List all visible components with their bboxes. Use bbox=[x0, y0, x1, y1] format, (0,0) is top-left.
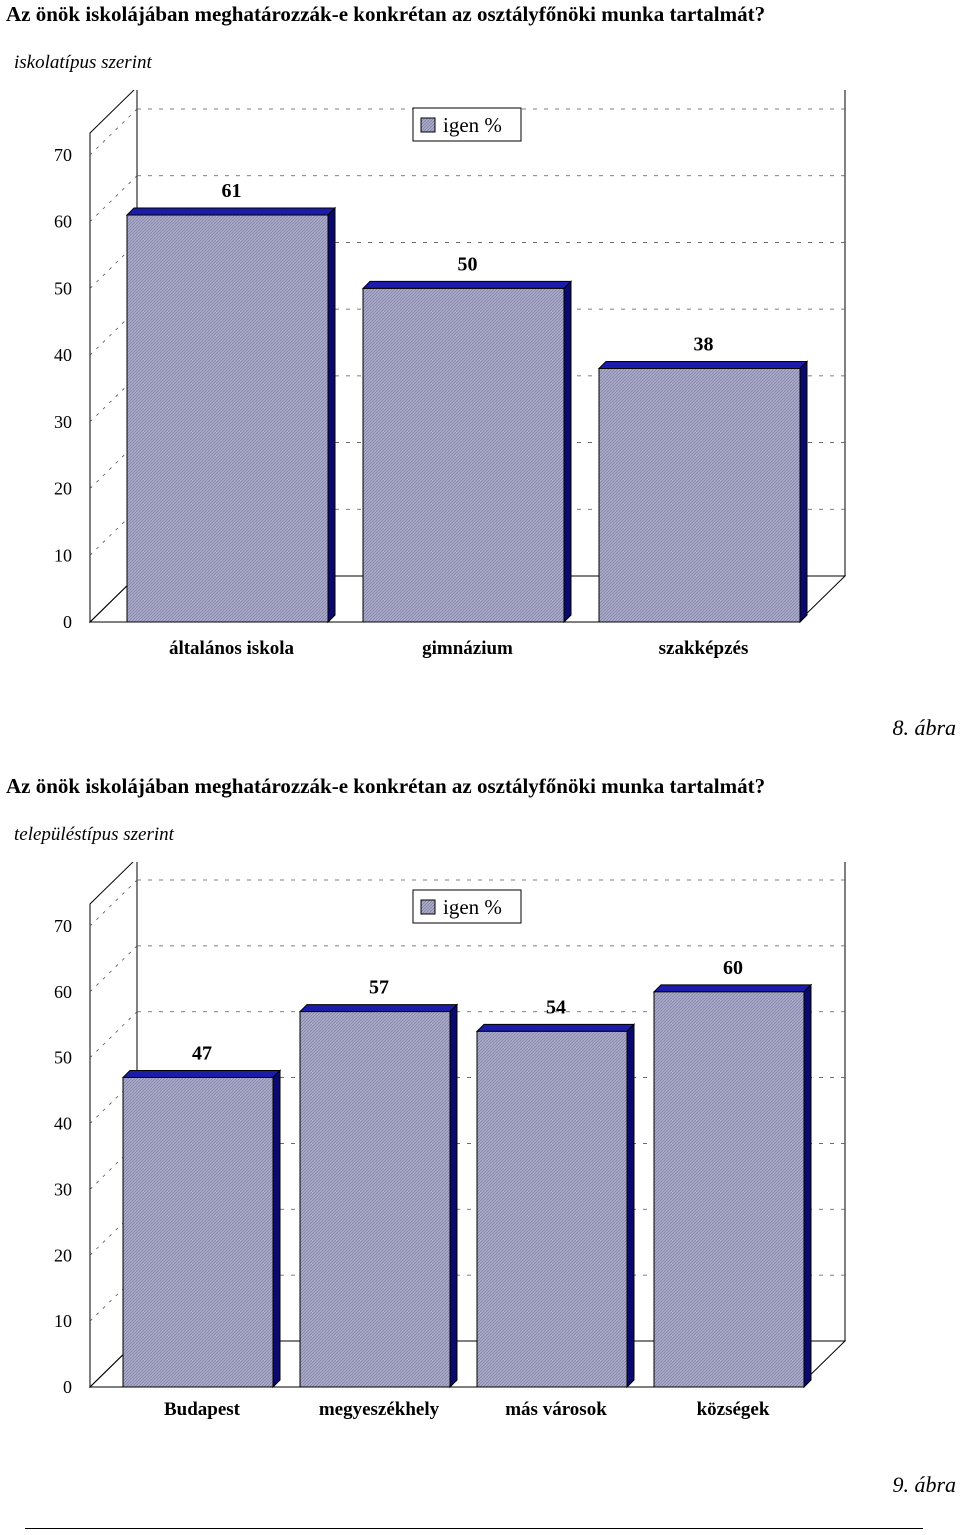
data-label: 50 bbox=[458, 253, 478, 275]
bar-top bbox=[652, 984, 813, 993]
bar bbox=[121, 1069, 282, 1389]
bar-top bbox=[298, 1004, 459, 1013]
y-tick-label: 70 bbox=[54, 916, 72, 936]
y-tick-label: 30 bbox=[54, 1179, 72, 1199]
chart2-svg: 0 10 20 30 40 50 60 70 47 Budapest 57 megyeszékhely… bbox=[54, 862, 847, 1420]
y-tick-label: 40 bbox=[54, 1114, 72, 1134]
y-tick-label: 20 bbox=[54, 479, 72, 499]
y-tick-label: 0 bbox=[63, 1377, 72, 1397]
bar bbox=[652, 983, 813, 1389]
y-tick-label: 40 bbox=[54, 345, 72, 365]
gridline-side bbox=[89, 879, 138, 927]
y-tick-label: 70 bbox=[54, 145, 72, 165]
bar-side bbox=[563, 280, 572, 624]
data-label: 57 bbox=[369, 977, 389, 999]
gridline-side bbox=[89, 175, 138, 223]
bar-face bbox=[122, 1076, 274, 1388]
bar-top bbox=[475, 1023, 636, 1032]
figure-8-label: 8. ábra bbox=[892, 715, 956, 740]
y-tick-label: 50 bbox=[54, 1048, 72, 1068]
y-tick-label: 10 bbox=[54, 1311, 72, 1331]
category-label: általános iskola bbox=[169, 638, 295, 659]
bar-face bbox=[126, 214, 329, 623]
data-label: 54 bbox=[546, 996, 566, 1018]
chart1-subtitle: iskolatípus szerint bbox=[14, 52, 152, 73]
bar bbox=[597, 360, 809, 624]
bar-face bbox=[653, 991, 805, 1388]
bar-top bbox=[125, 207, 337, 216]
chart2-legend: igen % bbox=[412, 889, 522, 924]
bar bbox=[361, 280, 573, 624]
chart2-title: Az önök iskolájában meghatározzák-e konk… bbox=[6, 774, 766, 798]
bar-side bbox=[626, 1023, 635, 1389]
bar bbox=[298, 1003, 459, 1389]
legend-swatch bbox=[420, 117, 436, 133]
bar-side bbox=[803, 983, 812, 1389]
category-label: szakképzés bbox=[659, 638, 749, 659]
bar bbox=[475, 1023, 636, 1389]
chart1-legend: igen % bbox=[412, 107, 522, 142]
bar-side bbox=[799, 360, 808, 624]
gridline-side bbox=[89, 108, 138, 156]
bar-face bbox=[299, 1011, 451, 1388]
bar-face bbox=[476, 1030, 628, 1388]
category-label: községek bbox=[697, 1399, 770, 1420]
chart2-subtitle: településtípus szerint bbox=[14, 824, 174, 845]
bar-side bbox=[327, 206, 336, 624]
y-tick-label: 10 bbox=[54, 545, 72, 565]
legend-label: igen % bbox=[443, 895, 502, 919]
category-label: Budapest bbox=[164, 1399, 241, 1420]
chart1-svg: 0 10 20 30 40 50 60 70 61 általános iskola 50 gimná… bbox=[54, 90, 847, 659]
category-label: gimnázium bbox=[422, 638, 513, 659]
bar-top bbox=[361, 280, 573, 289]
y-tick-label: 0 bbox=[63, 612, 72, 632]
data-label: 38 bbox=[694, 333, 714, 355]
gridline-side bbox=[89, 945, 138, 993]
legend-swatch bbox=[420, 899, 436, 915]
gridline-side bbox=[89, 1011, 138, 1059]
y-tick-label: 60 bbox=[54, 212, 72, 232]
bar-side bbox=[449, 1003, 458, 1389]
y-tick-label: 20 bbox=[54, 1245, 72, 1265]
y-tick-label: 50 bbox=[54, 278, 72, 298]
data-label: 61 bbox=[222, 180, 242, 202]
data-label: 47 bbox=[192, 1042, 212, 1064]
bar-face bbox=[598, 367, 801, 623]
bar bbox=[125, 206, 337, 624]
legend-label: igen % bbox=[443, 113, 502, 137]
category-label: más városok bbox=[505, 1399, 607, 1420]
bar-top bbox=[121, 1069, 282, 1078]
bottom-rule bbox=[25, 1528, 923, 1529]
category-label: megyeszékhely bbox=[319, 1399, 440, 1420]
y-tick-label: 60 bbox=[54, 982, 72, 1002]
bar-face bbox=[362, 287, 565, 623]
data-label: 60 bbox=[723, 957, 743, 979]
bar-top bbox=[597, 360, 809, 369]
figure-9-label: 9. ábra bbox=[892, 1472, 956, 1497]
y-tick-label: 30 bbox=[54, 412, 72, 432]
bar-side bbox=[272, 1069, 281, 1389]
chart1-title: Az önök iskolájában meghatározzák-e konk… bbox=[6, 2, 766, 26]
